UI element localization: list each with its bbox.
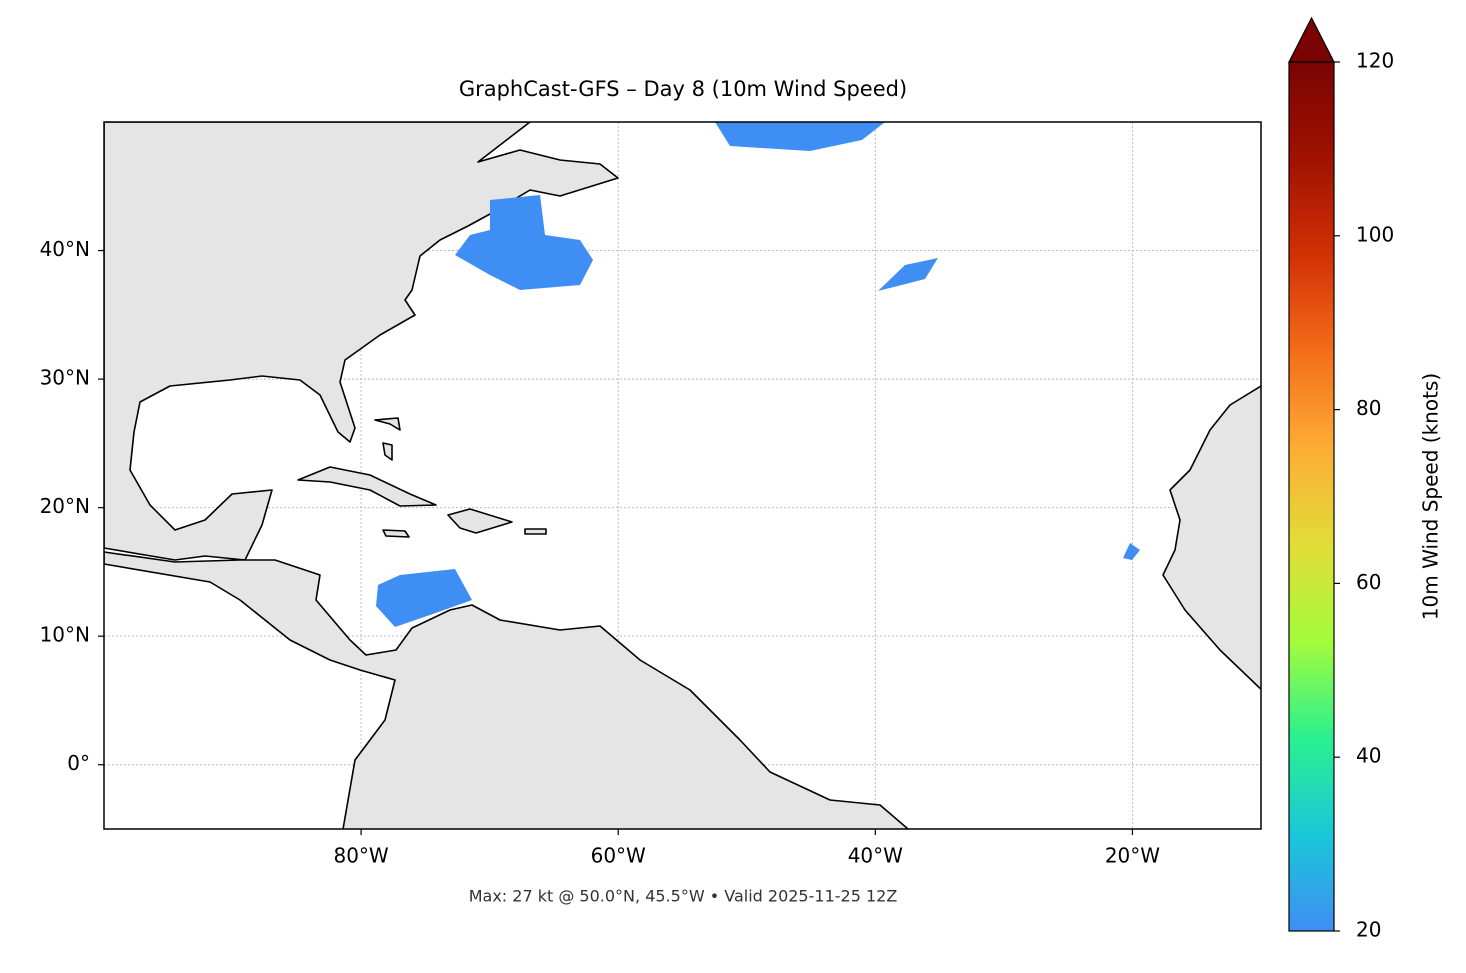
footnote: Max: 27 kt @ 50.0°N, 45.5°W • Valid 2025… — [469, 887, 898, 906]
y-tick-label: 40°N — [40, 237, 90, 261]
puerto-rico — [524, 528, 547, 535]
y-tick-label: 0° — [67, 751, 90, 775]
africa — [1162, 385, 1261, 691]
wind-area — [878, 258, 938, 291]
x-tick-label: 40°W — [848, 844, 903, 868]
wind-area — [715, 122, 885, 151]
map-frame — [103, 121, 1262, 830]
wind-area — [455, 195, 593, 290]
chart-title: GraphCast-GFS – Day 8 (10m Wind Speed) — [459, 77, 907, 101]
wind-area — [376, 569, 472, 627]
bahamas — [374, 417, 401, 461]
wind-area — [1123, 543, 1140, 560]
x-tick-label: 20°W — [1105, 844, 1160, 868]
colorbar-tick-label: 40 — [1356, 744, 1381, 768]
colorbar-frame — [1288, 61, 1335, 932]
central-south-america — [104, 551, 910, 829]
map — [104, 122, 1261, 829]
colorbar: 20 40 60 80 100 120 10m Wind Speed (knots) — [1288, 16, 1443, 942]
y-tick-label: 30°N — [40, 366, 90, 390]
colorbar-extend — [1288, 16, 1335, 63]
colorbar-tick-label: 80 — [1356, 396, 1381, 420]
cuba — [297, 466, 437, 507]
x-tick-label: 80°W — [333, 844, 388, 868]
colorbar-tick-label: 60 — [1356, 570, 1381, 594]
north-america — [104, 122, 619, 561]
colorbar-label: 10m Wind Speed (knots) — [1419, 373, 1443, 620]
colorbar-tick-label: 120 — [1356, 49, 1394, 73]
colorbar-tick-label: 100 — [1356, 222, 1394, 246]
x-tick-label: 60°W — [591, 844, 646, 868]
hispaniola — [447, 508, 513, 534]
colorbar-tick-label: 20 — [1356, 918, 1381, 942]
y-tick-label: 20°N — [40, 494, 90, 518]
jamaica — [382, 529, 410, 538]
y-tick-label: 10°N — [40, 623, 90, 647]
colorbar-fill — [1289, 62, 1334, 931]
